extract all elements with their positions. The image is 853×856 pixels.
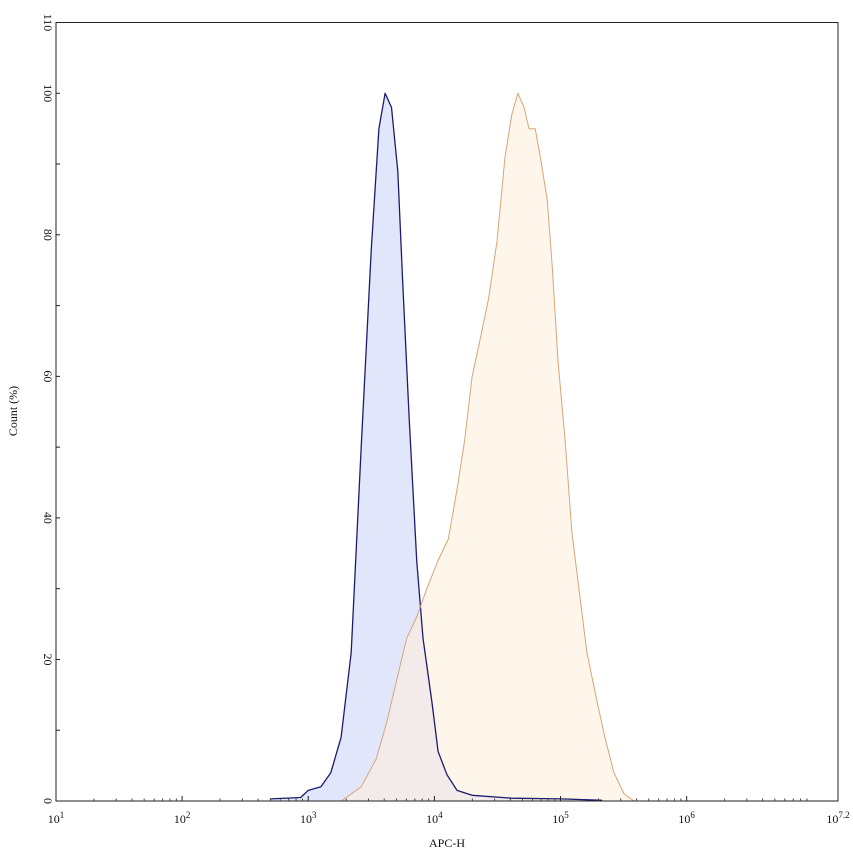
y-tick-label: 100 [41,84,55,102]
series-layer [270,92,635,802]
y-axis-title: Count (%) [6,386,20,436]
x-tick-label: 103 [300,810,317,826]
x-tick-label: 104 [426,810,443,826]
y-tick-label: 20 [41,653,55,665]
y-tick-label: 40 [41,512,55,524]
y-tick-label: 60 [41,370,55,382]
series-1-line [340,92,635,802]
x-tick-label: 101 [48,810,65,826]
y-tick-label: 0 [41,798,55,804]
plot-frame [55,22,839,802]
series-0-fill [270,93,603,802]
x-tick-label: 107.2 [826,810,849,826]
x-tick-label: 106 [678,810,695,826]
x-tick-label: 102 [174,810,191,826]
axis-layer: 101 102 103 104 105 106 107.2 0 20 40 60 80 100 110 [41,14,850,826]
y-tick-label: 80 [41,229,55,241]
series-1-fill [341,93,635,802]
series-0-line [270,92,603,801]
x-tick-label: 105 [552,810,569,826]
y-tick-label: 110 [41,14,55,32]
x-axis-title: APC-H [429,836,465,850]
